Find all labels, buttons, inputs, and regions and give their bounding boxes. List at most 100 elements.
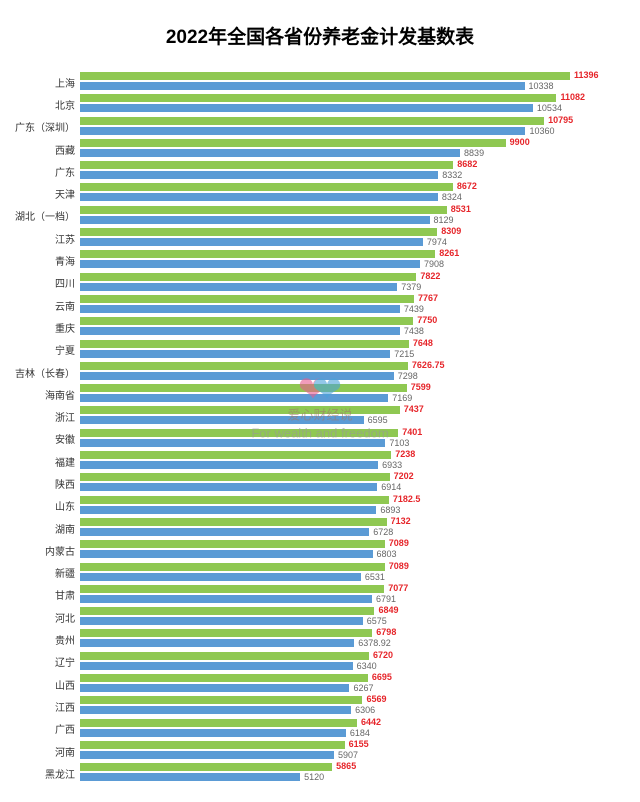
- value-green: 7437: [404, 404, 424, 414]
- value-blue: 7439: [404, 304, 424, 314]
- value-blue: 6340: [357, 661, 377, 671]
- bar-blue: [80, 394, 388, 402]
- row-label: 广东: [0, 164, 75, 179]
- chart-row: 浙江74376595: [80, 405, 600, 427]
- value-blue: 7974: [427, 237, 447, 247]
- bar-green: [80, 696, 362, 704]
- bar-green: [80, 117, 544, 125]
- bar-blue: [80, 684, 349, 692]
- value-blue: 6914: [381, 482, 401, 492]
- row-bars: 68496575: [80, 606, 600, 628]
- row-bars: 66956267: [80, 673, 600, 695]
- bar-green: [80, 563, 385, 571]
- row-bars: 58655120: [80, 762, 600, 784]
- row-bars: 70896803: [80, 539, 600, 561]
- value-blue: 10534: [537, 103, 562, 113]
- value-blue: 6184: [350, 728, 370, 738]
- row-label: 湖南: [0, 521, 75, 536]
- row-label: 山东: [0, 498, 75, 513]
- bar-blue: [80, 327, 400, 335]
- value-green: 11082: [560, 92, 585, 102]
- chart-row: 上海1139610338: [80, 71, 600, 93]
- bar-green: [80, 340, 409, 348]
- row-label: 甘肃: [0, 587, 75, 602]
- chart-row: 四川78227379: [80, 272, 600, 294]
- value-green: 7089: [389, 538, 409, 548]
- row-bars: 82617908: [80, 249, 600, 271]
- chart-row: 贵州67986378.92: [80, 628, 600, 650]
- bar-green: [80, 362, 408, 370]
- row-bars: 1079510360: [80, 116, 600, 138]
- value-blue: 6575: [367, 616, 387, 626]
- row-label: 陕西: [0, 476, 75, 491]
- bar-blue: [80, 483, 377, 491]
- bar-green: [80, 72, 570, 80]
- bar-green: [80, 719, 357, 727]
- value-blue: 6803: [377, 549, 397, 559]
- chart-area: 上海1139610338 北京 1108210534 广东（深圳）1079510360…: [0, 57, 640, 785]
- value-blue: 5907: [338, 750, 358, 760]
- chart-row: 江西65696306: [80, 695, 600, 717]
- row-bars: 70776791: [80, 584, 600, 606]
- row-bars: 76487215: [80, 339, 600, 361]
- chart-row: 安徽74017103: [80, 428, 600, 450]
- bar-blue: [80, 550, 373, 558]
- chart-row: 内蒙古70896803: [80, 539, 600, 561]
- bar-blue: [80, 639, 354, 647]
- bar-green: [80, 273, 416, 281]
- bar-blue: [80, 104, 533, 112]
- row-bars: 7182.56893: [80, 495, 600, 517]
- chart-row: 吉林（长春）7626.757298: [80, 361, 600, 383]
- chart-row: 广东（深圳）1079510360: [80, 116, 600, 138]
- value-blue: 8129: [434, 215, 454, 225]
- value-blue: 6791: [376, 594, 396, 604]
- row-label: 北京: [0, 97, 75, 112]
- bar-blue: [80, 439, 385, 447]
- value-green: 7077: [388, 583, 408, 593]
- value-green: 6849: [378, 605, 398, 615]
- bar-blue: [80, 82, 525, 90]
- row-label: 贵州: [0, 632, 75, 647]
- chart-row: 河北68496575: [80, 606, 600, 628]
- value-blue: 7103: [389, 438, 409, 448]
- bar-green: [80, 652, 369, 660]
- row-label: 广西: [0, 721, 75, 736]
- value-green: 6695: [372, 672, 392, 682]
- row-label: 湖北（一档）: [0, 208, 75, 223]
- row-bars: 64426184: [80, 718, 600, 740]
- bar-blue: [80, 706, 351, 714]
- value-green: 8531: [451, 204, 471, 214]
- row-label: 云南: [0, 298, 75, 313]
- bar-blue: [80, 506, 376, 514]
- bar-blue: [80, 573, 361, 581]
- bar-blue: [80, 528, 369, 536]
- row-label: 江苏: [0, 231, 75, 246]
- bar-green: [80, 518, 387, 526]
- bar-blue: [80, 260, 420, 268]
- value-blue: 8324: [442, 192, 462, 202]
- value-green: 6155: [349, 739, 369, 749]
- row-bars: 99008839: [80, 138, 600, 160]
- row-label: 内蒙古: [0, 543, 75, 558]
- bar-blue: [80, 127, 525, 135]
- chart-row: 湖北（一档）85318129: [80, 205, 600, 227]
- value-blue: 6595: [368, 415, 388, 425]
- value-green: 11396: [574, 70, 599, 80]
- chart-container: 2022年全国各省份养老金计发基数表 上海1139610338北京1108210…: [0, 0, 640, 802]
- row-bars: 67986378.92: [80, 628, 600, 650]
- bar-green: [80, 763, 332, 771]
- value-blue: 10360: [529, 126, 554, 136]
- bar-blue: [80, 149, 460, 157]
- value-blue: 7379: [401, 282, 421, 292]
- row-bars: 65696306: [80, 695, 600, 717]
- value-green: 5865: [336, 761, 356, 771]
- bar-green: [80, 451, 391, 459]
- bar-blue: [80, 416, 364, 424]
- row-bars: 86728324: [80, 182, 600, 204]
- bar-green: [80, 473, 390, 481]
- chart-row: 山东7182.56893: [80, 495, 600, 517]
- chart-row: 湖南71326728: [80, 517, 600, 539]
- row-label: 福建: [0, 454, 75, 469]
- chart-row: 西藏99008839: [80, 138, 600, 160]
- bar-green: [80, 295, 414, 303]
